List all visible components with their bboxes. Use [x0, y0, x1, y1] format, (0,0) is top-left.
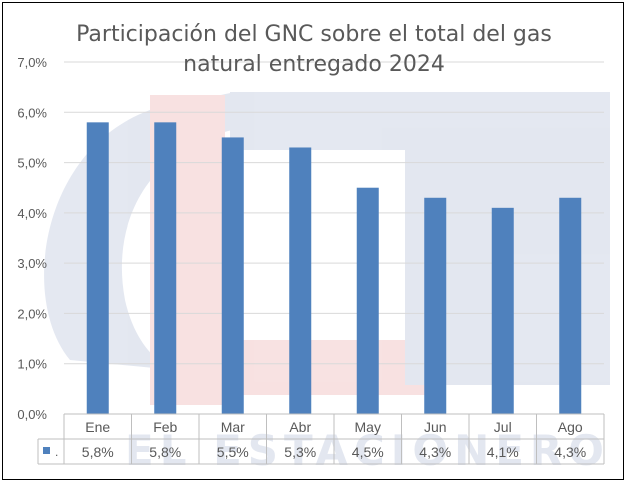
data-table-value: 4,1%: [487, 444, 519, 460]
legend-key-swatch: [43, 447, 50, 454]
data-table-value: 5,8%: [82, 444, 114, 460]
data-table-value: 5,5%: [217, 444, 249, 460]
x-category-label: Ago: [558, 419, 583, 435]
x-category-label: Jun: [424, 419, 447, 435]
data-table-value: 5,3%: [284, 444, 316, 460]
chart-title-line-2: natural entregado 2024: [183, 52, 445, 77]
x-category-label: Ene: [85, 419, 110, 435]
watermark-text: EL ESTACIONERO: [125, 426, 610, 475]
y-tick-label: 6,0%: [17, 105, 47, 120]
x-category-label: Mar: [221, 419, 245, 435]
y-tick-label: 7,0%: [17, 55, 47, 70]
bar: [491, 207, 514, 414]
bar: [154, 122, 177, 414]
y-tick-label: 5,0%: [17, 156, 47, 171]
bar: [559, 197, 582, 414]
y-tick-label: 2,0%: [17, 306, 47, 321]
x-category-label: May: [355, 419, 381, 435]
y-tick-label: 4,0%: [17, 206, 47, 221]
bar: [86, 122, 109, 414]
bar: [424, 197, 447, 414]
data-table-value: 5,8%: [149, 444, 181, 460]
data-table-value: 4,5%: [352, 444, 384, 460]
x-category-label: Jul: [494, 419, 512, 435]
chart-title-line-1: Participación del GNC sobre el total del…: [76, 22, 552, 47]
bar: [356, 187, 379, 414]
legend-key-label: .: [55, 445, 58, 459]
watermark-band-top: [230, 92, 610, 150]
data-table-value: 4,3%: [554, 444, 586, 460]
y-tick-label: 0,0%: [17, 407, 47, 422]
x-category-label: Feb: [153, 419, 177, 435]
bar: [221, 137, 244, 414]
data-table-value: 4,3%: [419, 444, 451, 460]
watermark-logo: EL ESTACIONERO: [44, 92, 610, 475]
y-tick-label: 3,0%: [17, 256, 47, 271]
bar: [289, 147, 312, 414]
y-tick-label: 1,0%: [17, 357, 47, 372]
x-category-label: Abr: [289, 419, 311, 435]
